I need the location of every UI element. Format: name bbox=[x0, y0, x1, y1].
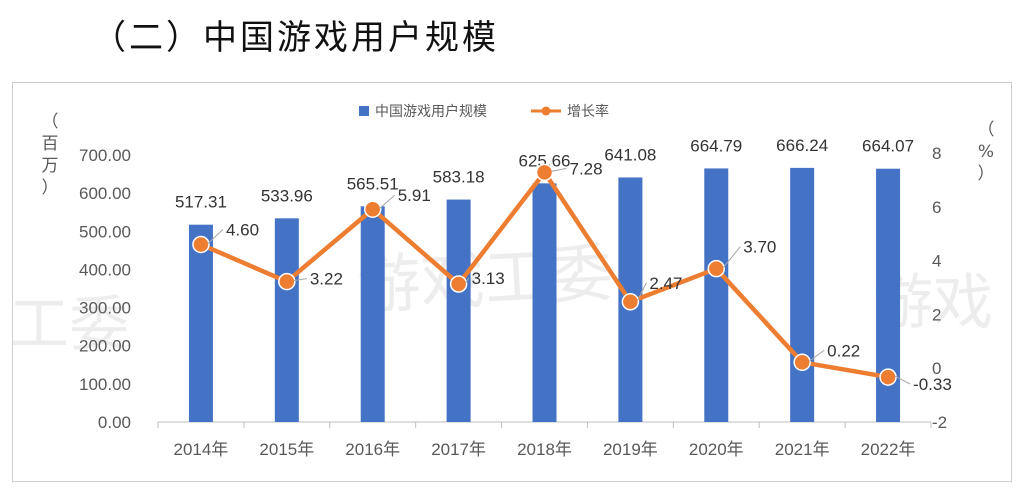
bar-value-label: 625.66 bbox=[519, 151, 571, 170]
left-axis-tick: 0.00 bbox=[98, 413, 131, 432]
growth-label-leader bbox=[808, 349, 825, 362]
left-axis-tick: 400.00 bbox=[79, 260, 131, 279]
x-axis-tick: 2017年 bbox=[431, 440, 486, 459]
left-axis-unit-char: （ bbox=[42, 112, 59, 132]
right-axis-tick: 0 bbox=[932, 359, 941, 378]
growth-value-label: 4.60 bbox=[226, 220, 259, 239]
right-axis-tick: -2 bbox=[932, 413, 947, 432]
growth-label-leader bbox=[551, 167, 567, 172]
legend-label-bar: 中国游戏用户规模 bbox=[375, 103, 487, 120]
left-axis-tick: 200.00 bbox=[79, 337, 131, 356]
growth-marker bbox=[192, 235, 210, 254]
growth-marker bbox=[793, 353, 811, 372]
growth-label-leader bbox=[207, 229, 224, 244]
left-axis-tick: 600.00 bbox=[79, 184, 131, 203]
watermark: 工委 bbox=[13, 290, 129, 360]
growth-label-leader bbox=[636, 282, 647, 301]
right-axis-unit-char: ） bbox=[978, 164, 995, 184]
left-axis-tick: 700.00 bbox=[79, 146, 131, 165]
left-axis-unit-char: 万 bbox=[42, 156, 59, 176]
growth-marker bbox=[879, 368, 897, 386]
left-axis-unit-char: ） bbox=[42, 178, 59, 198]
bar-value-label: 664.07 bbox=[862, 137, 914, 156]
growth-marker bbox=[621, 293, 640, 311]
x-axis-tick: 2015年 bbox=[259, 440, 314, 459]
bar bbox=[790, 167, 815, 422]
legend-swatch-bar bbox=[359, 106, 369, 116]
growth-value-label: -0.33 bbox=[913, 375, 952, 394]
right-axis-tick: 2 bbox=[932, 305, 941, 324]
left-axis-unit-char: 百 bbox=[42, 134, 59, 154]
x-axis-tick: 2014年 bbox=[174, 440, 229, 459]
bar-value-label: 641.08 bbox=[604, 145, 656, 164]
bar bbox=[360, 206, 385, 422]
bar-value-label: 517.31 bbox=[175, 193, 227, 212]
growth-label-leader bbox=[894, 375, 911, 385]
growth-label-leader bbox=[722, 246, 741, 268]
bar-value-label: 583.18 bbox=[433, 168, 485, 187]
right-axis-tick: 8 bbox=[932, 144, 941, 163]
growth-label-leader bbox=[293, 278, 307, 282]
bar-value-label: 666.24 bbox=[776, 136, 828, 155]
bar-value-label: 565.51 bbox=[347, 174, 399, 193]
x-axis-tick: 2021年 bbox=[775, 440, 830, 459]
bar bbox=[188, 224, 213, 422]
growth-value-label: 2.47 bbox=[649, 274, 682, 293]
bar-value-label: 533.96 bbox=[261, 186, 313, 205]
growth-value-label: 0.22 bbox=[827, 341, 860, 360]
growth-label-leader bbox=[465, 277, 470, 284]
left-axis-tick: 500.00 bbox=[79, 222, 131, 241]
legend-label-line: 增长率 bbox=[567, 103, 609, 120]
bar bbox=[274, 218, 299, 422]
page-heading: （二）中国游戏用户规模 bbox=[92, 18, 499, 58]
legend-marker-line bbox=[541, 106, 551, 116]
growth-label-leader bbox=[379, 194, 396, 209]
x-axis-tick: 2022年 bbox=[861, 440, 916, 459]
left-axis-tick: 100.00 bbox=[79, 375, 131, 394]
x-axis-tick: 2016年 bbox=[345, 440, 400, 459]
growth-value-label: 3.22 bbox=[310, 270, 343, 289]
x-axis-tick: 2020年 bbox=[689, 440, 744, 459]
chart-frame: 游戏工委 工委 游戏 中国游戏用户规模 增长率（百万）（%） 0.00 100.00 200.… bbox=[12, 82, 1012, 482]
right-axis-tick: 6 bbox=[932, 198, 941, 217]
growth-value-label: 3.13 bbox=[472, 269, 505, 288]
x-axis-tick: 2018年 bbox=[517, 440, 572, 459]
growth-marker bbox=[278, 272, 296, 291]
left-axis-tick: 300.00 bbox=[79, 299, 131, 318]
growth-marker bbox=[707, 259, 726, 278]
bar bbox=[532, 183, 557, 422]
growth-marker bbox=[449, 275, 468, 293]
growth-value-label: 7.28 bbox=[570, 159, 603, 178]
growth-value-label: 5.91 bbox=[398, 186, 431, 205]
bar bbox=[446, 199, 471, 422]
x-axis-tick: 2019年 bbox=[603, 440, 658, 459]
bar-value-label: 664.79 bbox=[690, 136, 742, 155]
growth-marker bbox=[363, 200, 382, 218]
growth-value-label: 3.70 bbox=[743, 238, 776, 257]
growth-marker bbox=[535, 163, 554, 182]
bar bbox=[704, 168, 729, 422]
right-axis-tick: 4 bbox=[932, 252, 941, 271]
right-axis-unit-char: % bbox=[978, 142, 994, 162]
right-axis-unit-char: （ bbox=[978, 120, 995, 140]
